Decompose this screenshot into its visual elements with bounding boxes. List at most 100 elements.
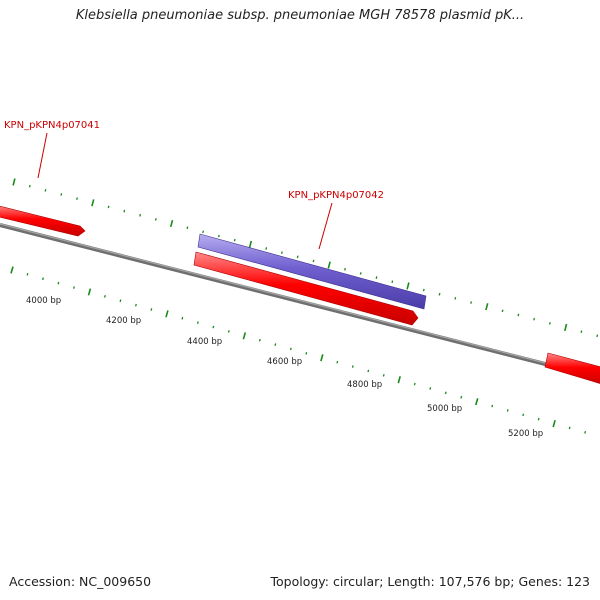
gene-label-2[interactable]: KPN_pKPN4p07042	[288, 190, 384, 201]
inner-minor-tick	[305, 352, 308, 355]
scale-label-4600: 4600 bp	[267, 357, 302, 367]
inner-major-tick	[87, 288, 92, 296]
inner-minor-tick	[119, 299, 122, 303]
outer-minor-tick	[470, 301, 473, 304]
label-leader-gene-2	[318, 202, 333, 250]
outer-major-tick	[12, 178, 16, 186]
outer-minor-tick	[107, 205, 110, 209]
inner-major-tick	[475, 398, 479, 406]
outer-minor-tick	[154, 218, 157, 221]
gene-label-1[interactable]: KPN_pKPN4p07041	[4, 120, 100, 131]
outer-minor-tick	[501, 309, 504, 313]
outer-minor-tick	[217, 234, 220, 238]
outer-minor-tick	[139, 213, 142, 217]
inner-minor-tick	[584, 431, 587, 434]
outer-major-tick	[406, 282, 410, 290]
outer-minor-tick	[344, 267, 346, 271]
inner-minor-tick	[227, 330, 230, 333]
inner-minor-tick	[72, 286, 75, 289]
inner-major-tick	[320, 354, 324, 362]
outer-minor-tick	[596, 334, 599, 338]
scale-label-5200: 5200 bp	[508, 429, 543, 439]
outer-major-tick	[169, 219, 174, 228]
outer-minor-tick	[312, 259, 315, 263]
outer-minor-tick	[28, 184, 31, 188]
inner-minor-tick	[351, 365, 354, 368]
inner-minor-tick	[367, 369, 370, 373]
gene-arrow-forward-middle[interactable]	[193, 251, 419, 326]
scale-label-5000: 5000 bp	[427, 404, 462, 414]
scale-label-4000: 4000 bp	[26, 296, 61, 306]
outer-minor-tick	[438, 292, 441, 296]
inner-minor-tick	[103, 295, 106, 298]
scale-label-4400: 4400 bp	[187, 337, 222, 347]
outer-minor-tick	[517, 313, 520, 317]
outer-minor-tick	[359, 272, 362, 275]
outer-minor-tick	[44, 189, 47, 192]
inner-minor-tick	[568, 426, 571, 430]
outer-minor-tick	[548, 322, 551, 325]
outer-minor-tick	[60, 193, 63, 196]
inner-minor-tick	[460, 395, 463, 399]
inner-minor-tick	[506, 409, 509, 412]
scale-labels: 4000 bp 4200 bp 4400 bp 4600 bp 4800 bp …	[26, 296, 543, 439]
inner-minor-tick	[134, 303, 137, 307]
backbone-highlight	[0, 223, 600, 378]
inner-minor-tick	[289, 347, 292, 351]
outer-minor-tick	[202, 230, 205, 234]
inner-major-tick	[242, 332, 247, 340]
inner-major-tick	[165, 310, 169, 318]
outer-minor-tick	[233, 238, 236, 242]
outer-major-tick	[327, 261, 331, 269]
outer-major-tick	[564, 323, 568, 332]
inner-minor-tick	[336, 360, 339, 364]
outer-minor-tick	[265, 247, 268, 250]
inner-major-tick	[552, 419, 556, 428]
inner-minor-tick	[491, 404, 494, 408]
map-stats-text: Topology: circular; Length: 107,576 bp; …	[270, 574, 591, 589]
inner-minor-tick	[537, 417, 540, 421]
inner-minor-tick	[212, 325, 215, 329]
outer-minor-tick	[375, 276, 378, 279]
inner-minor-tick	[26, 273, 29, 276]
outer-major-tick	[91, 199, 95, 207]
inner-minor-tick	[413, 382, 416, 386]
inner-minor-tick	[522, 413, 525, 417]
outer-major-tick	[248, 240, 253, 248]
inner-minor-tick	[181, 316, 184, 320]
gene-bar-kpn-pkpn4p07042[interactable]	[197, 233, 427, 310]
inner-major-tick	[397, 376, 401, 384]
inner-minor-tick	[429, 387, 432, 390]
label-leader-gene-1	[37, 132, 48, 179]
outer-minor-tick	[280, 251, 283, 254]
gene-arrow-kpn-pkpn4p07041[interactable]	[0, 205, 86, 237]
inner-minor-tick	[42, 277, 44, 281]
inner-minor-tick	[258, 338, 261, 342]
inner-minor-tick	[57, 281, 60, 285]
outer-minor-tick	[296, 255, 299, 259]
inner-minor-tick	[444, 391, 447, 395]
outer-minor-tick	[533, 317, 536, 321]
outer-minor-tick	[186, 226, 189, 230]
outer-major-tick	[485, 303, 489, 311]
accession-text: Accession: NC_009650	[9, 574, 152, 589]
page-title: Klebsiella pneumoniae subsp. pneumoniae …	[75, 8, 525, 23]
inner-minor-tick	[196, 321, 199, 324]
inner-tick-ring	[10, 266, 587, 434]
inner-minor-tick	[150, 308, 153, 311]
outer-minor-tick	[580, 330, 583, 333]
outer-minor-tick	[454, 297, 457, 300]
inner-minor-tick	[274, 343, 277, 346]
backbone-line	[0, 223, 600, 380]
scale-label-4800: 4800 bp	[347, 380, 382, 390]
outer-minor-tick	[76, 197, 79, 200]
inner-major-tick	[10, 266, 14, 274]
outer-tick-ring	[12, 178, 599, 338]
outer-minor-tick	[123, 209, 126, 213]
scale-label-4200: 4200 bp	[106, 316, 141, 326]
outer-minor-tick	[391, 280, 394, 284]
inner-minor-tick	[382, 374, 385, 377]
outer-minor-tick	[422, 288, 425, 292]
gene-arrow-forward-right[interactable]	[544, 352, 600, 385]
